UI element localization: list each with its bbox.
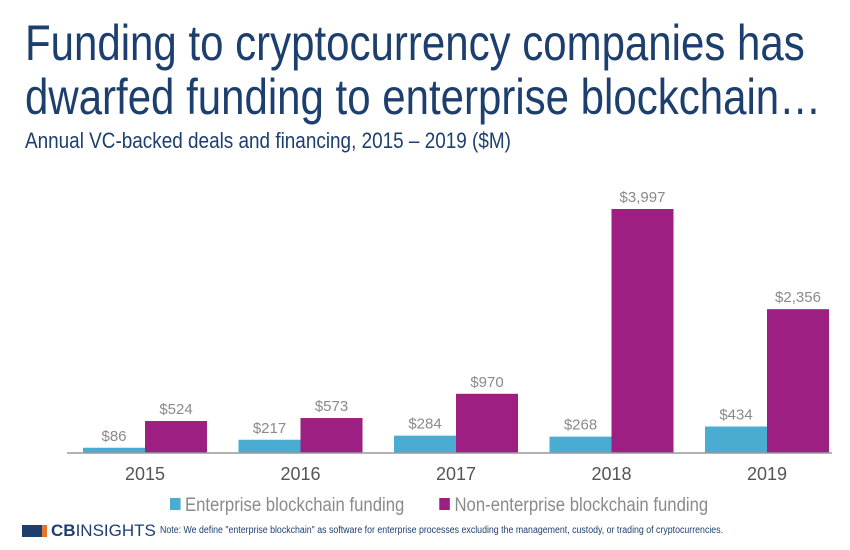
bar-chart: $86 $524 2015 $217 $573 2016 $284 $970 2017 $268 $… bbox=[67, 189, 832, 484]
data-label: $524 bbox=[159, 401, 192, 418]
bar-non-enterprise bbox=[300, 418, 363, 453]
bar-enterprise bbox=[549, 436, 612, 453]
bar-enterprise bbox=[705, 426, 767, 453]
legend: Enterprise blockchain funding Non-enterp… bbox=[170, 495, 708, 517]
x-tick-label: 2017 bbox=[436, 464, 476, 484]
chart-subtitle: Annual VC-backed deals and financing, 20… bbox=[25, 128, 511, 153]
bar-non-enterprise bbox=[456, 393, 518, 453]
x-tick-label: 2015 bbox=[125, 464, 165, 484]
bar-enterprise bbox=[83, 447, 145, 453]
x-tick-label: 2018 bbox=[591, 464, 631, 484]
x-tick-label: 2016 bbox=[280, 464, 320, 484]
bar-non-enterprise bbox=[611, 209, 674, 453]
data-label: $2,356 bbox=[775, 289, 821, 306]
data-label: $434 bbox=[719, 407, 752, 424]
bar-non-enterprise bbox=[767, 309, 829, 453]
chart-title-line-1: Funding to cryptocurrency companies has bbox=[25, 15, 805, 71]
logo-text-bold: CB bbox=[51, 521, 76, 540]
data-label: $3,997 bbox=[620, 189, 666, 206]
x-tick-label: 2019 bbox=[747, 464, 787, 484]
legend-item-enterprise: Enterprise blockchain funding bbox=[170, 495, 404, 517]
legend-item-non-enterprise: Non-enterprise blockchain funding bbox=[439, 495, 709, 517]
logo-mark-icon bbox=[22, 525, 47, 537]
data-label: $86 bbox=[101, 428, 126, 445]
bar-enterprise bbox=[394, 435, 456, 453]
legend-label-non-enterprise: Non-enterprise blockchain funding bbox=[454, 495, 709, 516]
chart-title-line-2: dwarfed funding to enterprise blockchain… bbox=[25, 69, 822, 125]
data-label: $573 bbox=[315, 398, 348, 415]
footnote: Note: We define "enterprise blockchain" … bbox=[160, 525, 724, 536]
logo-text: INSIGHTS bbox=[75, 521, 156, 540]
data-label: $268 bbox=[564, 417, 597, 434]
legend-swatch-non-enterprise bbox=[439, 498, 451, 510]
data-label: $217 bbox=[253, 420, 286, 437]
bar-enterprise bbox=[238, 439, 301, 453]
legend-label-enterprise: Enterprise blockchain funding bbox=[184, 495, 405, 516]
legend-swatch-enterprise bbox=[170, 498, 181, 510]
data-label: $284 bbox=[408, 416, 441, 433]
bar-non-enterprise bbox=[145, 421, 207, 453]
cb-insights-logo: CBINSIGHTS bbox=[22, 521, 156, 541]
data-label: $970 bbox=[470, 374, 503, 391]
